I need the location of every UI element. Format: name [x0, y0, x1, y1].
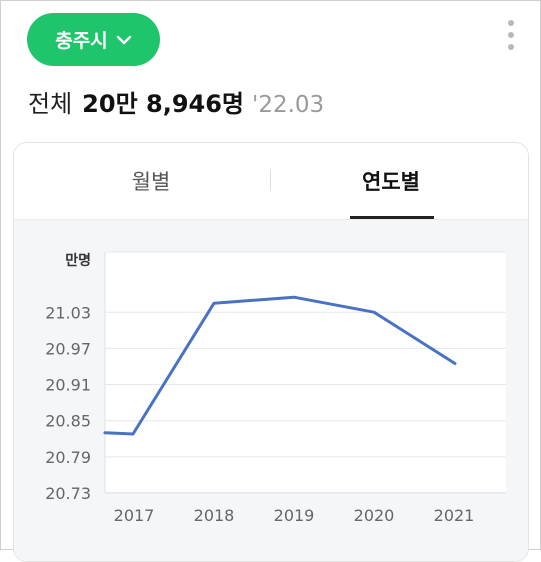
y-unit-label: 만명: [65, 252, 91, 269]
x-tick-label: 2021: [434, 506, 475, 525]
population-line-chart: 21.03 20.97 20.91 20.85 20.79 20.73 만명 2017 2018…: [45, 251, 506, 525]
x-tick-label: 2017: [114, 506, 155, 525]
y-tick-label: 20.91: [45, 376, 91, 395]
region-selector-label: 충주시: [55, 30, 108, 52]
summary-value: 20만 8,946명: [82, 90, 244, 118]
y-tick-label: 21.03: [45, 303, 91, 322]
y-tick-label: 20.85: [45, 412, 91, 431]
chart-area: 21.03 20.97 20.91 20.85 20.79 20.73 만명 2017 2018…: [14, 220, 528, 561]
more-options-icon[interactable]: [500, 18, 522, 52]
tab-yearly[interactable]: 연도별: [362, 170, 420, 194]
y-tick-label: 20.73: [45, 484, 91, 503]
more-dot: [508, 32, 514, 38]
tab-monthly[interactable]: 월별: [131, 170, 171, 194]
summary-label: 전체: [28, 90, 73, 118]
x-tick-label: 2018: [194, 506, 235, 525]
x-tick-label: 2019: [274, 506, 315, 525]
x-tick-label: 2020: [354, 506, 395, 525]
chart-card: 월별 연도별 21.03 20.97 20.91 20.85 20.79 20.73 만명 2…: [13, 142, 529, 562]
summary-date: '22.03: [252, 92, 325, 118]
active-tab-indicator: [350, 216, 434, 219]
series-line: [103, 295, 457, 436]
period-tabs: 월별 연도별: [14, 143, 528, 220]
more-dot: [508, 20, 514, 26]
more-dot: [508, 44, 514, 50]
chevron-down-icon: [116, 35, 131, 44]
y-tick-label: 20.79: [45, 448, 91, 467]
tab-divider: [270, 170, 271, 190]
region-selector-button[interactable]: 충주시: [27, 13, 160, 66]
population-summary: 전체 20만 8,946명 '22.03: [28, 84, 324, 120]
y-tick-label: 20.97: [45, 339, 91, 358]
